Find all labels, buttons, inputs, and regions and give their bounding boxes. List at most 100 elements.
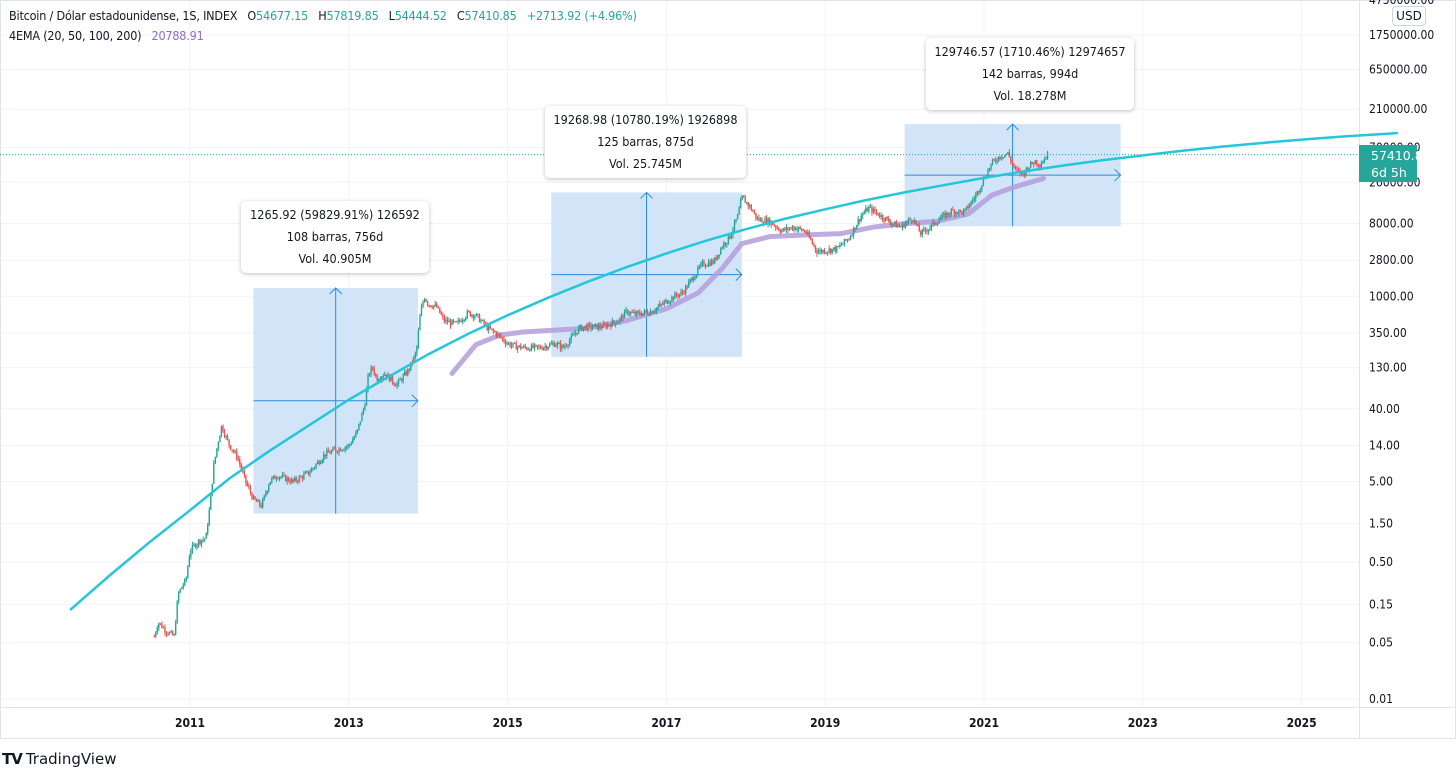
candle-body <box>642 313 644 316</box>
candle-body <box>1040 163 1043 168</box>
candle <box>178 590 180 605</box>
candle-body <box>860 215 862 221</box>
candle <box>741 194 743 201</box>
candle <box>344 446 346 453</box>
candle <box>562 344 565 349</box>
candle <box>312 467 314 471</box>
candle-body <box>826 251 829 253</box>
candle <box>590 322 592 332</box>
candle <box>784 226 786 232</box>
arrow-up-icon <box>640 191 653 199</box>
candle-body <box>468 311 470 313</box>
close-value: 57410.85 <box>464 8 517 23</box>
candle <box>776 225 778 230</box>
candle <box>425 298 427 303</box>
candle-body <box>797 227 800 229</box>
candle-body <box>765 218 768 225</box>
candle <box>155 630 157 639</box>
ema-line <box>449 175 1047 376</box>
candle <box>374 372 377 378</box>
candle <box>309 469 311 478</box>
candle-body <box>617 321 620 323</box>
candle <box>735 219 737 224</box>
candle-body <box>342 449 345 451</box>
candle-body <box>1013 163 1015 167</box>
candle <box>326 447 328 459</box>
candle-body <box>513 342 516 344</box>
candle-body <box>703 261 705 266</box>
candle-body <box>782 228 785 231</box>
candle-body <box>162 627 165 629</box>
candle <box>720 247 722 256</box>
candle <box>727 235 730 246</box>
candle-body <box>568 340 571 346</box>
price-axis: 4750000.001750000.00650000.00210000.0070… <box>1369 0 1434 706</box>
candle <box>1005 153 1007 156</box>
symbol-title[interactable]: Bitcoin / Dólar estadounidense, 1S, INDE… <box>9 8 238 23</box>
candle-body <box>414 353 417 357</box>
candle <box>1045 156 1047 160</box>
candle-body <box>448 320 450 323</box>
candle <box>746 201 748 205</box>
candle <box>191 541 194 554</box>
candle-body <box>503 338 505 342</box>
candle <box>611 317 614 328</box>
candle <box>257 498 259 502</box>
candle-body <box>794 227 797 231</box>
indicator-label[interactable]: 4EMA (20, 50, 100, 200) <box>9 28 142 43</box>
candle <box>210 493 212 510</box>
candle-body <box>347 444 349 447</box>
candle-body <box>819 249 821 252</box>
candle <box>500 332 502 339</box>
candle <box>249 484 252 496</box>
candle-body <box>174 622 177 635</box>
candle <box>168 631 171 635</box>
candle-body <box>216 448 218 457</box>
candle <box>686 284 688 290</box>
candle-body <box>874 208 876 212</box>
candle <box>278 476 281 482</box>
candle <box>236 448 238 461</box>
candle-body <box>1034 160 1037 165</box>
candle-body <box>332 448 334 451</box>
candle-body <box>727 235 730 243</box>
candle <box>747 201 749 210</box>
candle-body <box>726 242 728 245</box>
candle-body <box>223 431 226 437</box>
candle <box>301 475 304 483</box>
candle-body <box>805 231 807 234</box>
candle <box>710 258 713 267</box>
candle-body <box>237 458 239 460</box>
candle <box>704 263 707 269</box>
currency-button[interactable]: USD <box>1392 6 1426 26</box>
price-chart[interactable]: 4750000.001750000.00650000.00210000.0070… <box>0 0 1456 740</box>
candle-body <box>378 379 380 381</box>
candle-body <box>512 342 514 345</box>
candle <box>547 346 549 351</box>
candle-body <box>463 319 465 321</box>
candle <box>468 309 470 313</box>
candle-body <box>533 344 536 348</box>
candle-body <box>507 342 510 344</box>
candle <box>277 476 279 480</box>
time-tick-label: 2011 <box>175 716 205 730</box>
candle-body <box>871 206 873 213</box>
tradingview-brand[interactable]: TV TradingView <box>2 749 116 769</box>
candle-body <box>161 623 163 628</box>
candle-body <box>570 335 572 341</box>
candle <box>753 209 756 215</box>
candle-body <box>526 347 528 350</box>
candle <box>665 298 667 304</box>
candle <box>820 248 823 255</box>
chart-frame[interactable]: 4750000.001750000.00650000.00210000.0070… <box>0 0 1456 740</box>
candle <box>304 470 307 475</box>
candle <box>842 242 844 245</box>
candle <box>542 346 545 351</box>
candle <box>799 225 801 230</box>
candle <box>349 443 351 448</box>
candle <box>310 467 313 473</box>
candle <box>526 346 528 351</box>
candle-body <box>672 296 675 300</box>
candle <box>749 203 751 209</box>
candle-body <box>658 303 661 307</box>
